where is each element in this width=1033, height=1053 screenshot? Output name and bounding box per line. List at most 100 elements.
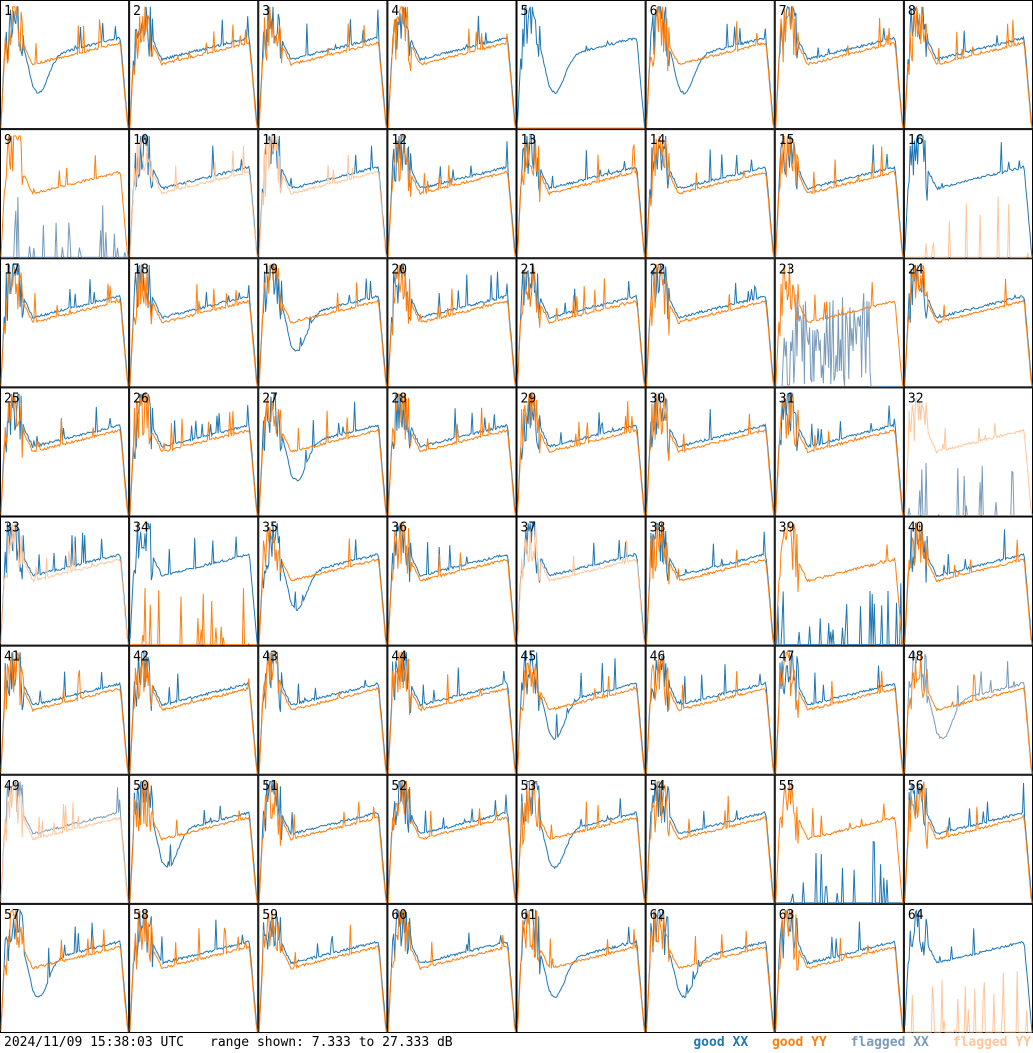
legend: good XX good YY flagged XX flagged YY [677,1033,1031,1053]
series-xx [517,781,646,903]
series-xx [517,5,646,128]
panel-frame [0,774,130,904]
series-yy [387,6,516,129]
series-xx [258,523,387,645]
panel-frame [129,903,259,1033]
panel-50: 50 [129,774,259,904]
series-yy [387,651,516,774]
series-yy [0,910,129,1033]
series-yy [0,522,129,645]
panel-label: 27 [262,391,278,406]
series-xx [0,523,129,644]
timestamp: 2024/11/09 15:38:03 UTC [4,1035,185,1050]
panel-43: 43 [258,645,388,775]
series-xx [129,393,258,516]
series-yy [904,971,1032,1033]
series-xx [129,6,258,129]
series-xx [0,908,129,1031]
panel-61: 61 [516,903,646,1033]
series-yy [904,781,1033,903]
series-xx [646,522,775,644]
panel-42: 42 [129,645,259,775]
panel-frame [516,645,646,775]
panel-13: 13 [516,129,646,259]
panel-label: 60 [391,908,407,923]
panel-20: 20 [387,258,517,388]
series-yy [129,135,258,258]
panel-45: 45 [516,645,646,775]
panel-label: 29 [521,391,537,406]
series-yy [129,393,258,516]
panel-frame [129,129,259,259]
series-xx [775,135,904,258]
panel-40: 40 [903,516,1033,646]
series-xx [387,523,516,645]
series-yy [775,6,904,129]
series-xx [387,910,516,1033]
panel-48: 48 [903,645,1033,775]
series-yy [646,6,775,129]
series-xx [646,135,775,258]
series-yy [387,522,516,645]
panel-5: 5 [516,0,646,130]
panel-22: 22 [645,258,775,388]
panel-label: 36 [391,521,407,536]
panel-19: 19 [258,258,388,388]
series-xx [129,910,258,1032]
series-yy [775,781,904,903]
panel-label: 55 [779,779,795,794]
panel-label: 21 [521,262,537,277]
panel-label: 54 [650,779,666,794]
panel-frame [645,774,775,904]
series-xx [387,781,516,903]
series-yy [0,135,129,258]
panel-2: 2 [129,0,259,130]
series-yy [904,6,1033,129]
series-xx [775,652,904,774]
panel-label: 26 [133,391,149,406]
series-yy [258,6,387,129]
panel-34: 34 [129,516,259,646]
panel-label: 17 [4,262,20,277]
panel-frame [645,0,775,130]
panel-frame [645,258,775,388]
panel-label: 16 [908,133,924,148]
panel-label: 47 [779,650,795,665]
series-xx [775,5,904,128]
panel-18: 18 [129,258,259,388]
panel-frame [258,0,388,130]
panel-label: 12 [391,133,407,148]
series-xx [904,462,1032,516]
panel-label: 4 [391,4,399,19]
panel-label: 3 [262,4,270,19]
panel-35: 35 [258,516,388,646]
panel-label: 63 [779,908,795,923]
panel-frame [516,0,646,130]
panel-label: 46 [650,650,666,665]
panel-label: 49 [4,779,20,794]
panel-frame [129,387,259,517]
panel-59: 59 [258,903,388,1033]
panel-14: 14 [645,129,775,259]
series-yy [517,137,646,258]
series-yy [387,135,516,258]
panel-frame [129,516,259,646]
panel-frame [0,129,130,259]
panel-label: 43 [262,650,278,665]
panel-frame [903,645,1033,775]
series-xx [129,780,258,903]
panel-label: 33 [4,521,20,536]
panel-frame [903,774,1033,904]
panel-label: 23 [779,262,795,277]
panel-53: 53 [516,774,646,904]
panel-label: 34 [133,521,149,536]
legend-flagged-xx: flagged XX [850,1035,929,1050]
panel-30: 30 [645,387,775,517]
panel-label: 40 [908,521,924,536]
series-yy [387,393,516,516]
panel-label: 32 [908,391,924,406]
series-xx [387,264,516,387]
panel-label: 7 [779,4,787,19]
panel-36: 36 [387,516,517,646]
panel-label: 13 [521,133,537,148]
